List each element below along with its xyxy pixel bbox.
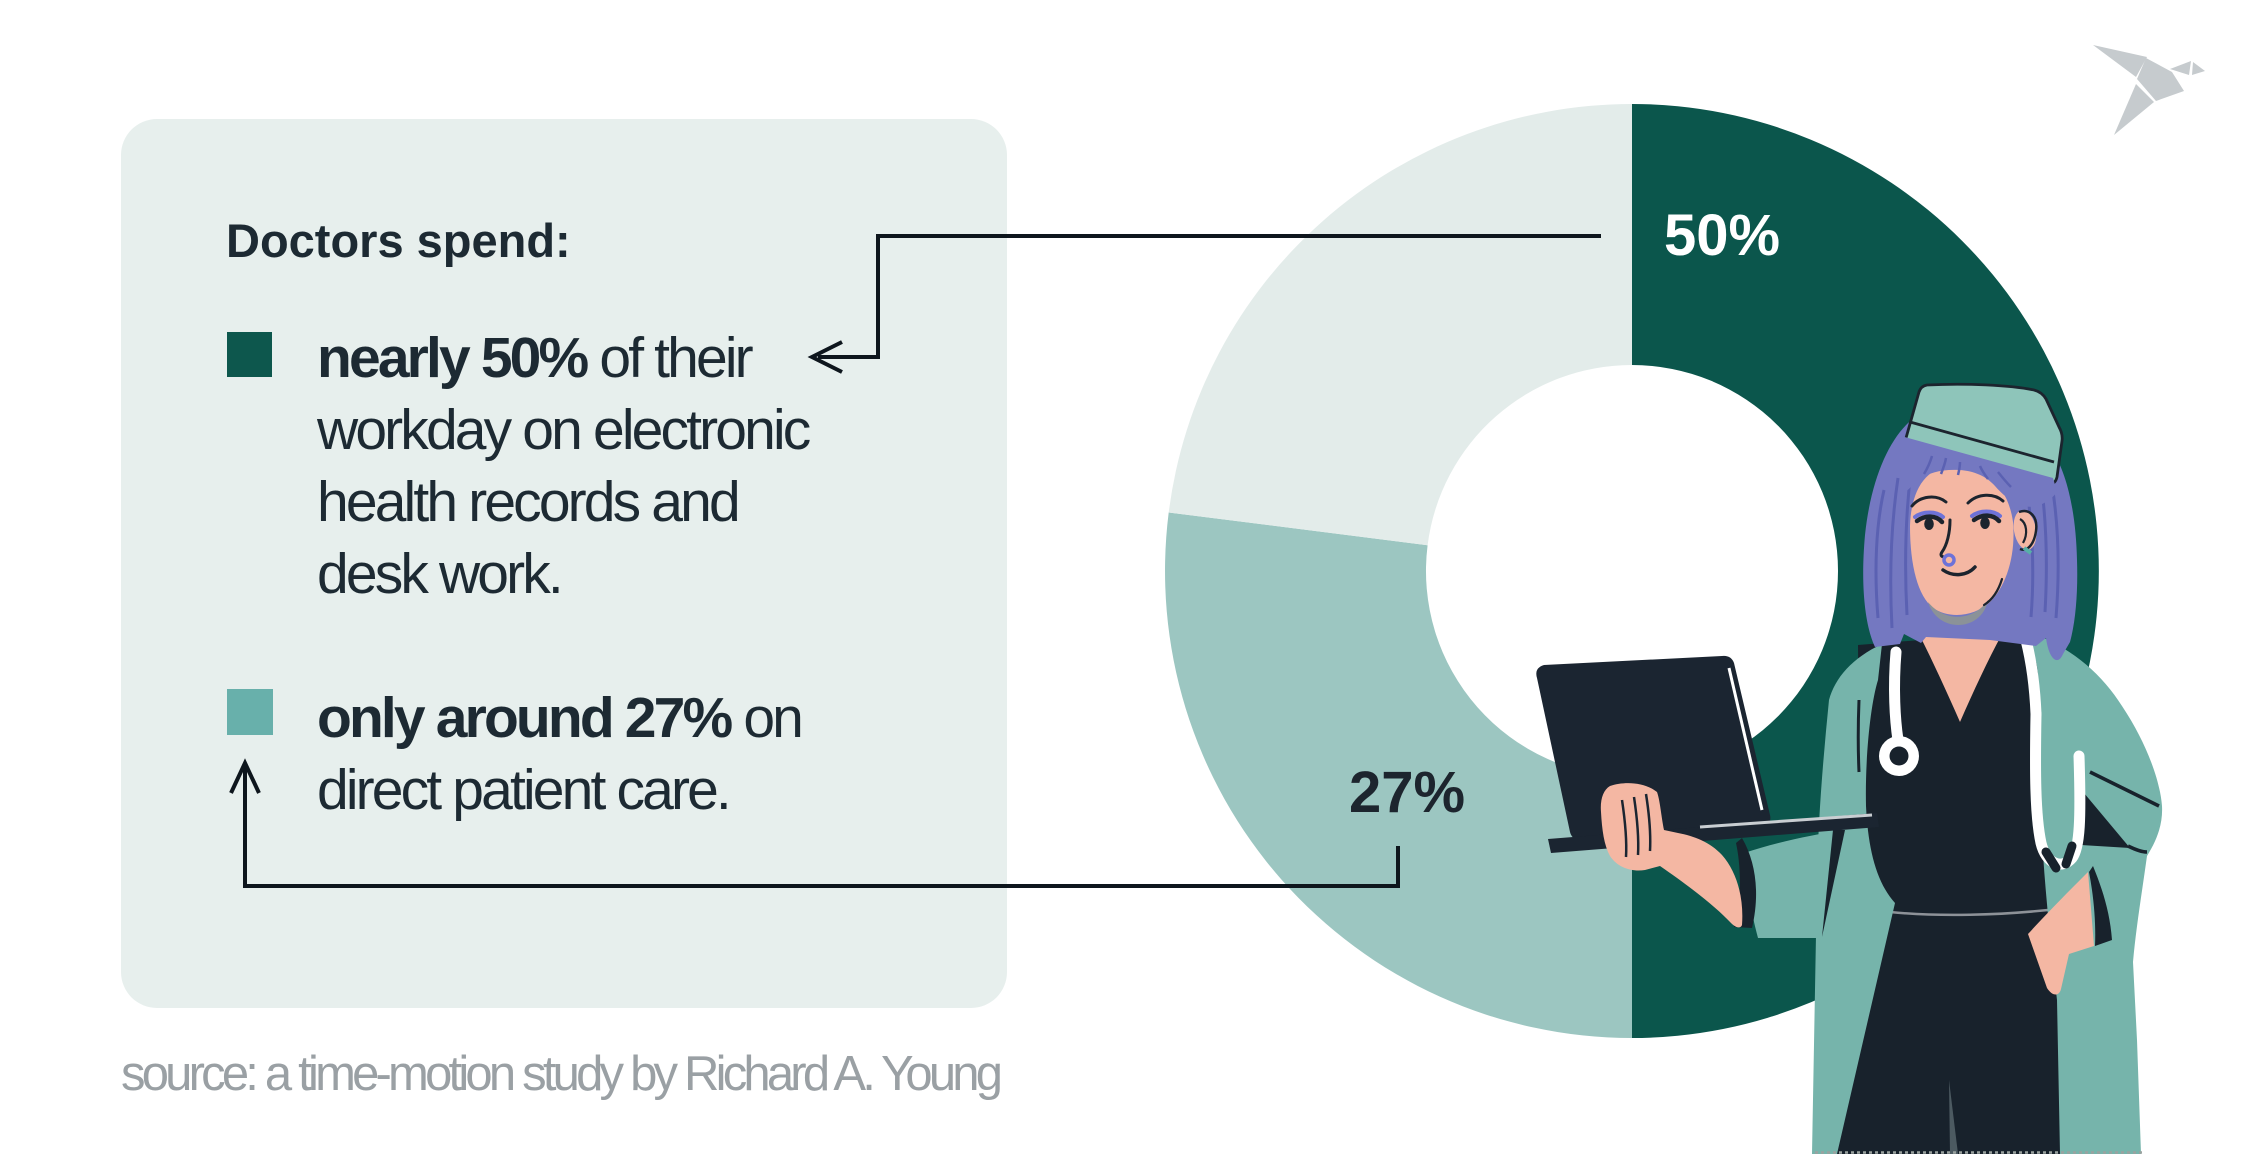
svg-text:50%: 50% [1664, 203, 1780, 268]
svg-text:27%: 27% [1349, 760, 1465, 825]
